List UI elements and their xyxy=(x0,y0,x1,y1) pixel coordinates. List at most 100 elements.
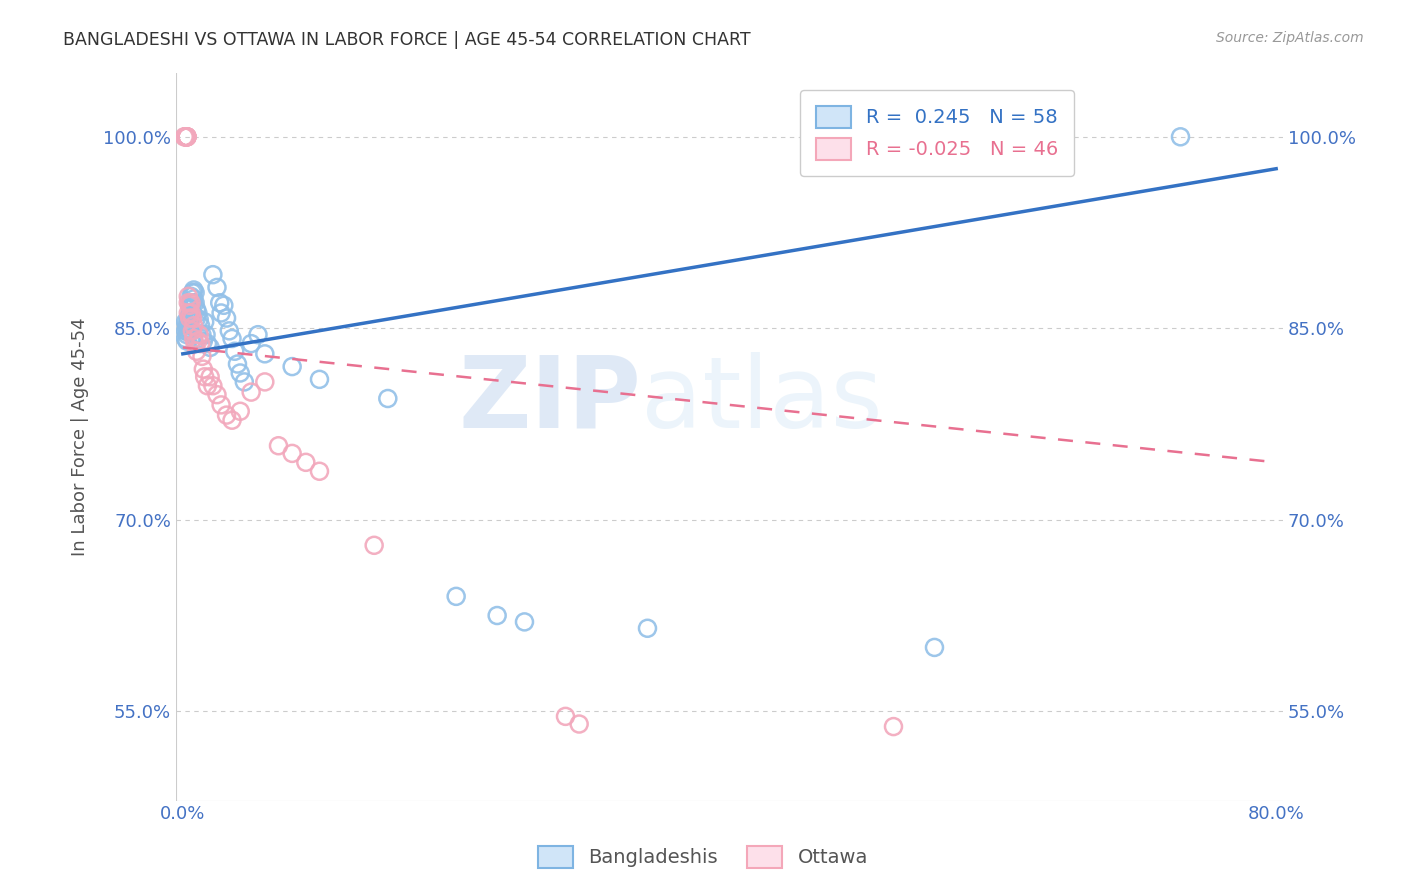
Point xyxy=(181,311,204,326)
Point xyxy=(177,318,200,333)
Point xyxy=(180,295,202,310)
Point xyxy=(177,295,200,310)
Point xyxy=(253,375,276,389)
Point xyxy=(174,315,197,329)
Point xyxy=(193,362,215,376)
Legend: R =  0.245   N = 58, R = -0.025   N = 46: R = 0.245 N = 58, R = -0.025 N = 46 xyxy=(800,90,1074,176)
Point xyxy=(180,309,202,323)
Legend: Bangladeshis, Ottawa: Bangladeshis, Ottawa xyxy=(529,836,877,878)
Point xyxy=(191,327,214,342)
Point xyxy=(180,306,202,320)
Text: ZIP: ZIP xyxy=(458,352,641,449)
Point xyxy=(637,621,659,635)
Point xyxy=(176,129,198,144)
Point xyxy=(176,129,198,144)
Text: Source: ZipAtlas.com: Source: ZipAtlas.com xyxy=(1216,31,1364,45)
Point xyxy=(177,325,200,339)
Point xyxy=(180,289,202,303)
Point xyxy=(180,302,202,317)
Point xyxy=(176,327,198,342)
Point xyxy=(177,289,200,303)
Point xyxy=(218,324,240,338)
Point xyxy=(281,359,304,374)
Point xyxy=(179,311,201,326)
Point xyxy=(174,324,197,338)
Point xyxy=(190,336,212,351)
Point xyxy=(177,311,200,326)
Point xyxy=(183,318,205,333)
Point xyxy=(186,311,208,326)
Point xyxy=(197,378,219,392)
Point xyxy=(246,327,269,342)
Point xyxy=(308,464,330,478)
Point xyxy=(181,285,204,300)
Point xyxy=(174,129,197,144)
Y-axis label: In Labor Force | Age 45-54: In Labor Force | Age 45-54 xyxy=(72,318,89,556)
Point xyxy=(295,455,318,469)
Point xyxy=(181,295,204,310)
Point xyxy=(190,318,212,333)
Point xyxy=(181,306,204,320)
Point xyxy=(197,336,219,351)
Point xyxy=(224,344,246,359)
Point xyxy=(174,129,197,144)
Point xyxy=(195,327,218,342)
Point xyxy=(233,375,256,389)
Text: BANGLADESHI VS OTTAWA IN LABOR FORCE | AGE 45-54 CORRELATION CHART: BANGLADESHI VS OTTAWA IN LABOR FORCE | A… xyxy=(63,31,751,49)
Point xyxy=(174,129,197,144)
Point xyxy=(554,709,576,723)
Point xyxy=(229,404,252,418)
Point xyxy=(187,306,209,320)
Point xyxy=(176,129,198,144)
Point xyxy=(181,324,204,338)
Point xyxy=(187,334,209,348)
Point xyxy=(193,334,215,348)
Point xyxy=(215,408,238,422)
Point xyxy=(176,321,198,335)
Point xyxy=(183,292,205,306)
Point xyxy=(568,717,591,731)
Point xyxy=(188,312,211,326)
Point xyxy=(183,331,205,345)
Point xyxy=(221,413,243,427)
Point xyxy=(186,344,208,359)
Point xyxy=(377,392,399,406)
Point xyxy=(226,357,249,371)
Point xyxy=(281,446,304,460)
Text: atlas: atlas xyxy=(641,352,883,449)
Point xyxy=(174,331,197,345)
Point xyxy=(209,306,232,320)
Point xyxy=(176,318,198,332)
Point xyxy=(179,309,201,323)
Point xyxy=(486,608,509,623)
Point xyxy=(179,298,201,312)
Point xyxy=(179,324,201,338)
Point xyxy=(205,280,228,294)
Point xyxy=(198,369,221,384)
Point xyxy=(176,129,198,144)
Point xyxy=(183,283,205,297)
Point xyxy=(221,331,243,345)
Point xyxy=(513,615,536,629)
Point xyxy=(308,372,330,386)
Point xyxy=(176,129,198,144)
Point xyxy=(201,378,224,392)
Point xyxy=(184,295,207,310)
Point xyxy=(176,334,198,348)
Point xyxy=(194,315,217,329)
Point xyxy=(173,129,195,144)
Point xyxy=(205,387,228,401)
Point xyxy=(240,385,263,400)
Point xyxy=(215,311,238,326)
Point xyxy=(212,298,235,312)
Point xyxy=(177,306,200,320)
Point xyxy=(253,347,276,361)
Point xyxy=(184,336,207,351)
Point xyxy=(188,327,211,342)
Point xyxy=(882,720,904,734)
Point xyxy=(240,336,263,351)
Point xyxy=(186,302,208,317)
Point xyxy=(267,439,290,453)
Point xyxy=(191,350,214,364)
Point xyxy=(198,341,221,355)
